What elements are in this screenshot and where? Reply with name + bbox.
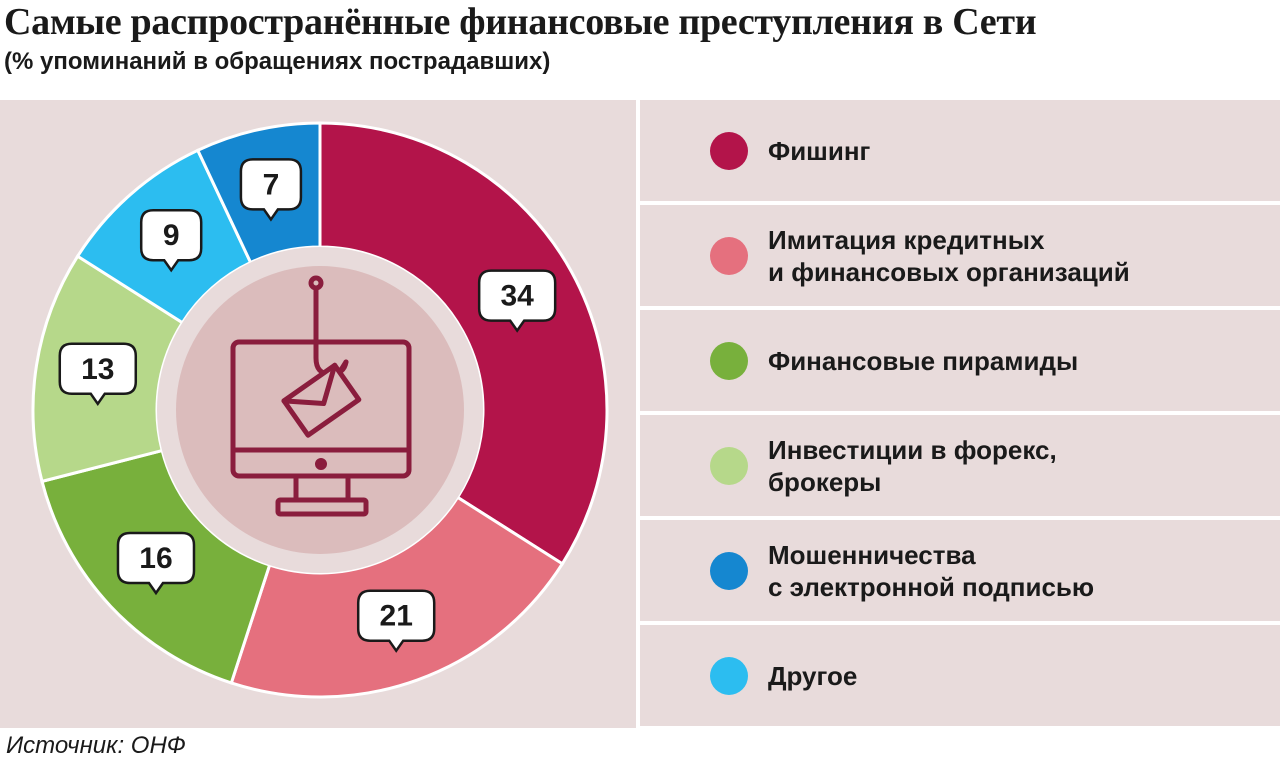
- legend-label: Мошенничества с электронной подписью: [768, 539, 1095, 602]
- data-label: 13: [58, 342, 138, 406]
- legend-swatch: [710, 446, 748, 485]
- legend-item: Фишинг: [640, 100, 1280, 201]
- chart-subtitle: (% упоминаний в обращениях пострадавших): [4, 48, 551, 75]
- chart-title: Самые распространённые финансовые престу…: [4, 1, 1037, 43]
- data-label: 21: [356, 589, 436, 653]
- legend-swatch: [710, 656, 748, 695]
- data-label-value: 13: [81, 353, 114, 386]
- legend-item: Другое: [640, 625, 1280, 726]
- legend-swatch: [710, 236, 748, 275]
- legend-swatch: [710, 131, 748, 170]
- data-label-bubble: [139, 208, 203, 273]
- data-label-value: 21: [380, 600, 413, 633]
- data-label-bubble: [477, 269, 557, 333]
- legend-label: Фишинг: [768, 135, 871, 166]
- legend-item: Инвестиции в форекс, брокеры: [640, 415, 1280, 516]
- data-label-bubble: [58, 342, 138, 406]
- legend-label: Имитация кредитных и финансовых организа…: [768, 224, 1130, 287]
- phishing-computer-icon: [230, 275, 412, 517]
- data-label-bubble: [116, 531, 196, 596]
- data-label: 7: [239, 158, 303, 222]
- panel-divider: [636, 100, 640, 728]
- legend-swatch: [710, 341, 748, 380]
- data-label-value: 9: [163, 219, 180, 252]
- source-note: Источник: ОНФ: [6, 732, 186, 759]
- legend-label: Финансовые пирамиды: [768, 345, 1079, 376]
- legend-swatch: [710, 551, 748, 590]
- data-label-bubble: [356, 589, 436, 653]
- data-label: 34: [477, 269, 557, 333]
- legend-label: Другое: [768, 660, 858, 691]
- data-label-value: 7: [263, 168, 280, 201]
- data-label: 16: [116, 531, 196, 596]
- legend-item: Мошенничества с электронной подписью: [640, 520, 1280, 621]
- legend: Фишинг Имитация кредитных и финансовых ор…: [640, 100, 1280, 728]
- data-label: 9: [139, 208, 203, 273]
- legend-item: Имитация кредитных и финансовых организа…: [640, 205, 1280, 306]
- data-label-value: 16: [139, 542, 172, 575]
- data-label-bubble: [239, 158, 303, 222]
- legend-item: Финансовые пирамиды: [640, 310, 1280, 411]
- legend-label: Инвестиции в форекс, брокеры: [768, 434, 1057, 497]
- data-label-value: 34: [500, 280, 534, 313]
- donut-chart: 34 21 16 13 9 7: [31, 121, 609, 699]
